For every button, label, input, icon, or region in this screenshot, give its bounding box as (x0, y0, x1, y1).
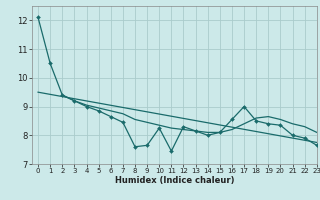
X-axis label: Humidex (Indice chaleur): Humidex (Indice chaleur) (115, 176, 234, 185)
